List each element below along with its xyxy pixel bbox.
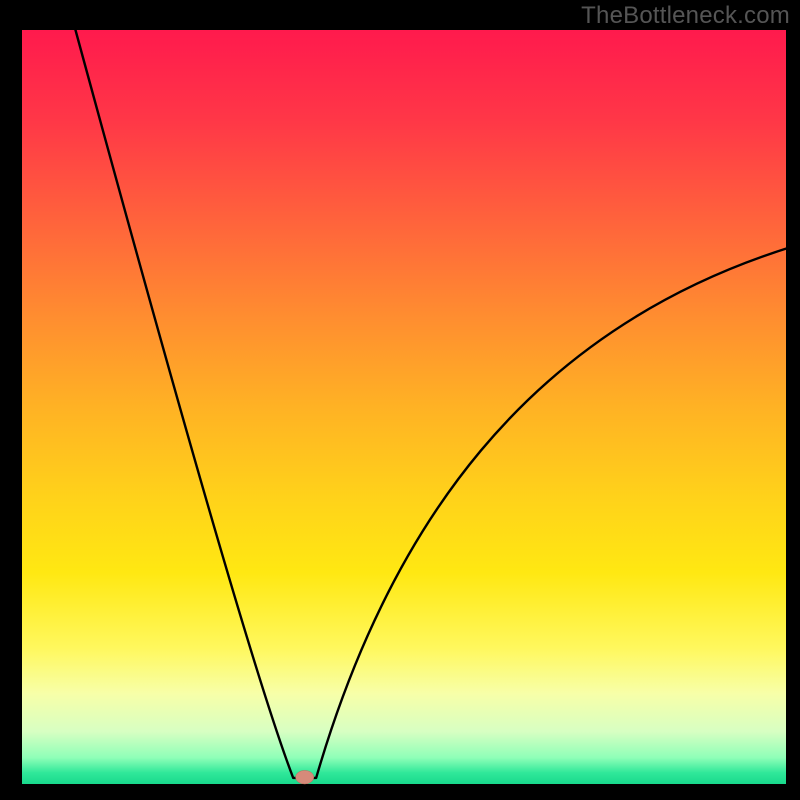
- plot-area: [22, 30, 786, 784]
- chart-svg: [22, 30, 786, 784]
- gradient-background: [22, 30, 786, 784]
- optimal-point-marker: [296, 770, 314, 784]
- watermark-text: TheBottleneck.com: [581, 2, 790, 30]
